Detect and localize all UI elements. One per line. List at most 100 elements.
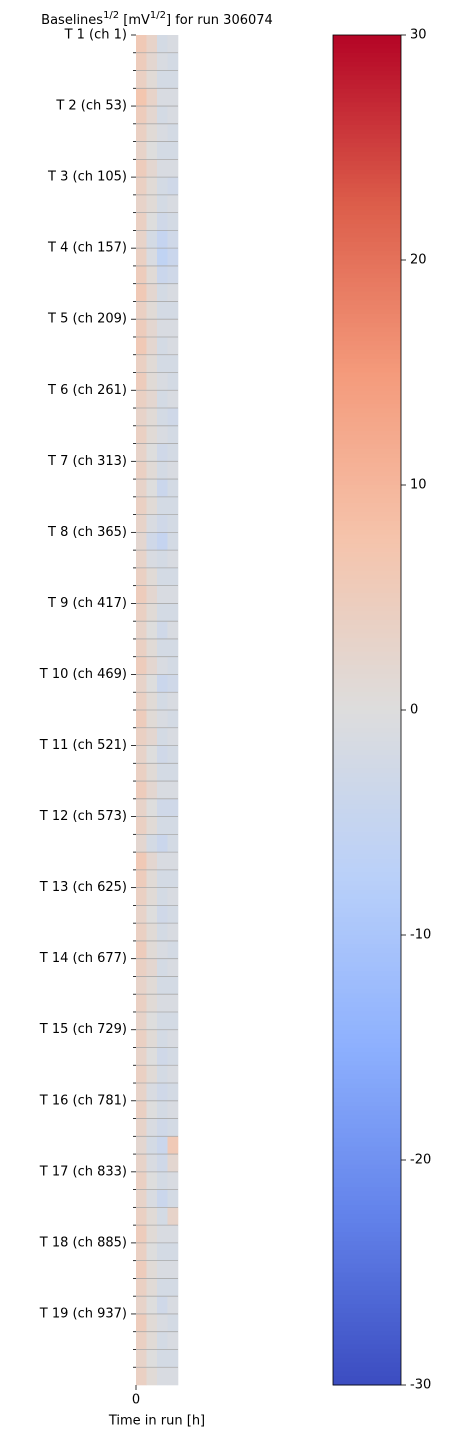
colorbar-stripe [333, 881, 401, 886]
colorbar-stripe [333, 1155, 401, 1161]
colorbar-stripe [333, 912, 401, 918]
colorbar-stripe [333, 750, 401, 756]
y-tick-label: T 14 (ch 677) [39, 951, 127, 966]
colorbar-stripe [333, 678, 401, 684]
heatmap-cell [136, 1367, 147, 1386]
heatmap-cell [146, 621, 158, 640]
heatmap-cell [146, 603, 158, 622]
heatmap-cell [146, 940, 158, 959]
heatmap-cell [146, 550, 158, 569]
heatmap-cell [146, 301, 158, 320]
colorbar-stripe [333, 1061, 401, 1066]
heatmap-cell [146, 1047, 158, 1066]
colorbar-stripe [333, 345, 401, 351]
heatmap-cell [146, 638, 158, 658]
colorbar-stripe [333, 467, 401, 472]
colorbar-stripe [333, 624, 401, 630]
heatmap-cell [136, 443, 147, 462]
colorbar-stripe [333, 156, 401, 162]
heatmap-cell [167, 230, 179, 249]
colorbar-stripe [333, 786, 401, 792]
colorbar-stripe [333, 1295, 401, 1300]
heatmap-cell [136, 408, 147, 427]
heatmap-cell [136, 869, 147, 888]
colorbar-stripe [333, 471, 401, 477]
heatmap-cell [157, 656, 168, 675]
colorbar-stripe [333, 237, 401, 243]
heatmap-cell [146, 1260, 158, 1279]
heatmap-cell [167, 336, 179, 356]
heatmap-cell [136, 248, 147, 267]
heatmap-cell [146, 1349, 158, 1368]
colorbar-stripe [333, 759, 401, 765]
x-tick-label: 0 [132, 1393, 140, 1408]
colorbar-stripe [333, 1236, 401, 1242]
colorbar-tick-label: -10 [410, 928, 431, 943]
heatmap-cell [146, 585, 158, 604]
heatmap-cell [157, 550, 168, 569]
colorbar-stripe [333, 723, 401, 729]
y-tick-label: T 12 (ch 573) [39, 809, 127, 824]
colorbar-stripe [333, 269, 401, 274]
colorbar-stripe [333, 683, 401, 688]
heatmap-cell [136, 567, 147, 586]
heatmap-cell [136, 1154, 147, 1173]
heatmap-cell [146, 1171, 158, 1190]
y-tick-label: T 3 (ch 105) [47, 170, 127, 185]
heatmap-cell [167, 852, 179, 871]
heatmap-cell [157, 283, 168, 302]
colorbar-stripe [333, 962, 401, 967]
colorbar-stripe [333, 849, 401, 855]
colorbar-tick-label: 0 [410, 703, 418, 718]
colorbar-stripe [333, 201, 401, 207]
colorbar-stripe [333, 197, 401, 202]
colorbar-stripe [333, 917, 401, 922]
colorbar-stripe [333, 696, 401, 702]
colorbar-stripe [333, 1016, 401, 1021]
colorbar-stripe [333, 701, 401, 706]
heatmap-cell [146, 1313, 158, 1333]
colorbar-stripe [333, 552, 401, 558]
heatmap-cell [167, 52, 179, 71]
heatmap-cell [157, 1189, 168, 1208]
heatmap-cell [136, 1278, 147, 1297]
colorbar-stripe [333, 282, 401, 288]
colorbar-stripe [333, 102, 401, 108]
colorbar-stripe [333, 746, 401, 751]
heatmap-cell [157, 461, 168, 480]
heatmap-cell [157, 1313, 168, 1333]
heatmap-cell [157, 390, 168, 409]
colorbar-stripe [333, 1088, 401, 1093]
y-tick-label: T 4 (ch 157) [47, 241, 127, 256]
heatmap-cell [157, 1118, 168, 1137]
heatmap-cell [167, 514, 179, 533]
colorbar-stripe [333, 107, 401, 112]
colorbar-stripe [333, 260, 401, 265]
heatmap-cell [157, 1260, 168, 1279]
colorbar-stripe [333, 1344, 401, 1350]
colorbar-stripe [333, 228, 401, 234]
colorbar-stripe [333, 1299, 401, 1305]
heatmap-cell [146, 1011, 158, 1031]
colorbar-stripe [333, 755, 401, 760]
heatmap-cell [136, 1065, 147, 1084]
colorbar-stripe [333, 44, 401, 49]
colorbar-stripe [333, 1164, 401, 1170]
colorbar-stripe [333, 899, 401, 904]
colorbar-stripe [333, 215, 401, 220]
heatmap-cell [146, 212, 158, 231]
colorbar-stripe [333, 1290, 401, 1296]
heatmap-cell [157, 1083, 168, 1102]
colorbar-stripe [333, 1317, 401, 1323]
colorbar-stripe [333, 1007, 401, 1012]
y-tick-label: T 10 (ch 469) [39, 667, 127, 682]
y-tick-label: T 19 (ch 937) [39, 1306, 127, 1321]
heatmap-cell [157, 532, 168, 551]
heatmap-cell [136, 621, 147, 640]
colorbar-tick-label: 10 [410, 478, 427, 493]
heatmap-cell [157, 798, 168, 817]
heatmap-cell [136, 372, 147, 391]
heatmap-cell [146, 461, 158, 480]
heatmap-cell [136, 656, 147, 675]
heatmap-cell [157, 852, 168, 871]
